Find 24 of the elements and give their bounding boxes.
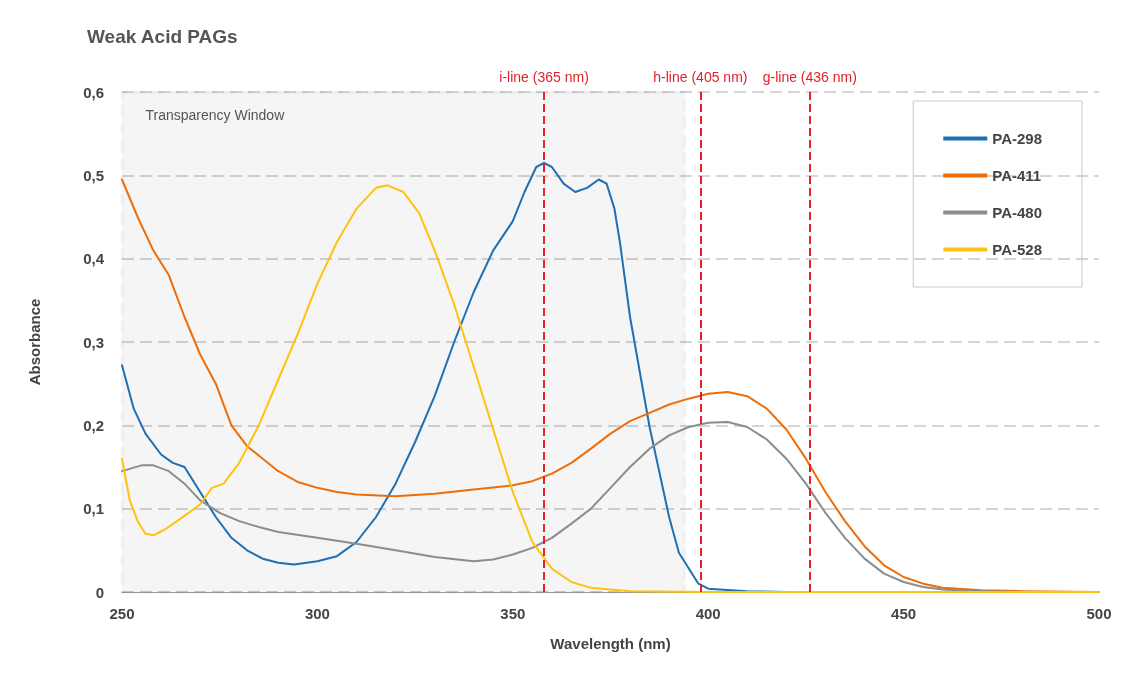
y-tick-label: 0,1 [83,500,104,518]
y-tick-label: 0,2 [83,416,104,434]
x-tick-label: 500 [1086,605,1112,622]
x-tick-label: 300 [304,605,330,622]
y-tick-label: 0,3 [83,333,104,351]
y-tick-label: 0,5 [83,166,104,184]
legend-label: PA-528 [992,241,1042,258]
y-tick-label: 0 [95,583,104,601]
legend-label: PA-480 [992,204,1042,221]
ref-line-label: i-line (365 nm) [499,69,589,85]
legend-label: PA-298 [992,130,1042,147]
x-axis-title: Wavelength (nm) [550,635,671,652]
band-label: Transparency Window [145,106,286,123]
x-tick-label: 450 [891,605,917,622]
legend-label: PA-411 [992,167,1042,184]
y-tick-label: 0,4 [83,250,105,268]
x-tick-label: 250 [109,605,135,622]
x-tick-label: 400 [695,605,721,622]
ref-line-label: g-line (436 nm) [762,69,857,85]
y-tick-label: 0,6 [83,83,104,101]
chart-title: Weak Acid PAGs [87,26,238,47]
y-axis-title: Absorbance [26,298,43,386]
ref-line-label: h-line (405 nm) [653,69,748,85]
x-tick-label: 350 [500,605,526,622]
